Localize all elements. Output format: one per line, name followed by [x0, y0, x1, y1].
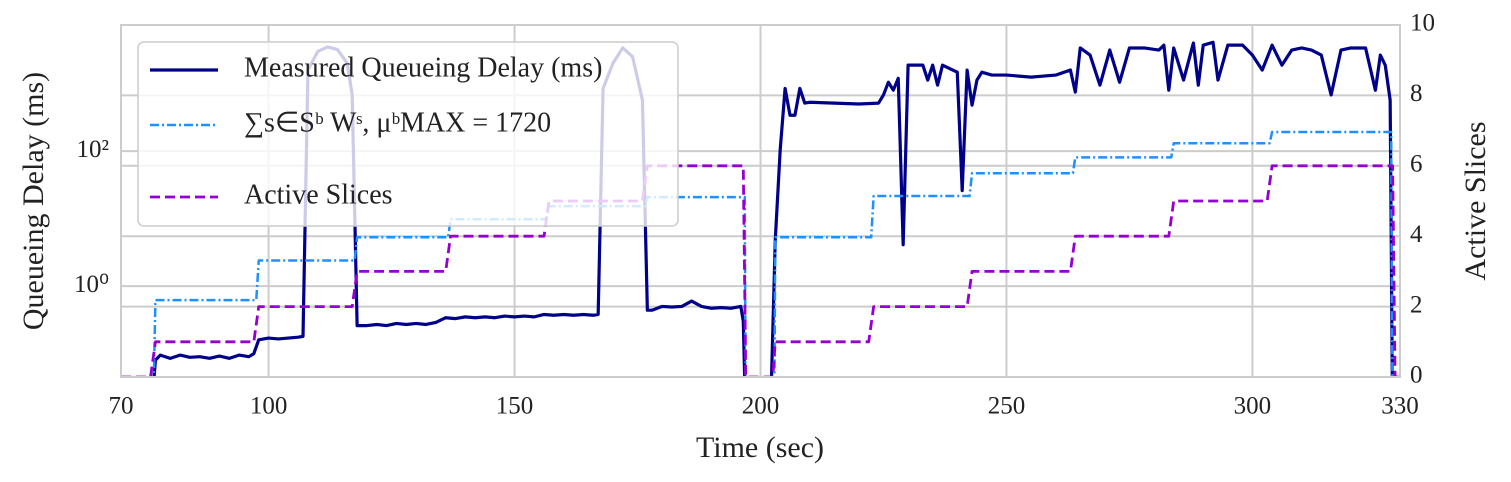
x-tick-label: 100	[250, 393, 288, 420]
x-axis-label: Time (sec)	[696, 431, 824, 464]
x-tick-label: 200	[742, 393, 780, 420]
y2-tick-label: 8	[1410, 80, 1423, 107]
y2-tick-label: 0	[1410, 362, 1423, 389]
x-tick-label: 150	[496, 393, 534, 420]
x-tick-label: 300	[1234, 393, 1272, 420]
y-axis-label: Queueing Delay (ms)	[17, 72, 50, 330]
y2-tick-label: 10	[1410, 10, 1435, 37]
legend-label: Measured Queueing Delay (ms)	[244, 52, 602, 83]
x-tick-label: 330	[1381, 393, 1419, 420]
x-tick-label: 70	[109, 393, 134, 420]
y-tick-label: 10⁰	[74, 271, 109, 298]
legend-label: ∑s∈Sᵇ Wˢ, μᵇMAX = 1720	[244, 107, 551, 138]
series-line	[152, 130, 1394, 377]
y2-tick-label: 2	[1410, 291, 1423, 318]
y2-tick-label: 6	[1410, 151, 1423, 178]
y-tick-label: 10²	[77, 136, 110, 163]
x-tick-label: 250	[988, 393, 1026, 420]
y2-tick-label: 4	[1410, 221, 1423, 248]
legend-label: Active Slices	[244, 179, 393, 210]
legend-box	[137, 41, 679, 227]
series-line	[121, 164, 1400, 377]
axes-frame	[120, 24, 1401, 378]
y2-axis-label: Active Slices	[1459, 121, 1492, 280]
